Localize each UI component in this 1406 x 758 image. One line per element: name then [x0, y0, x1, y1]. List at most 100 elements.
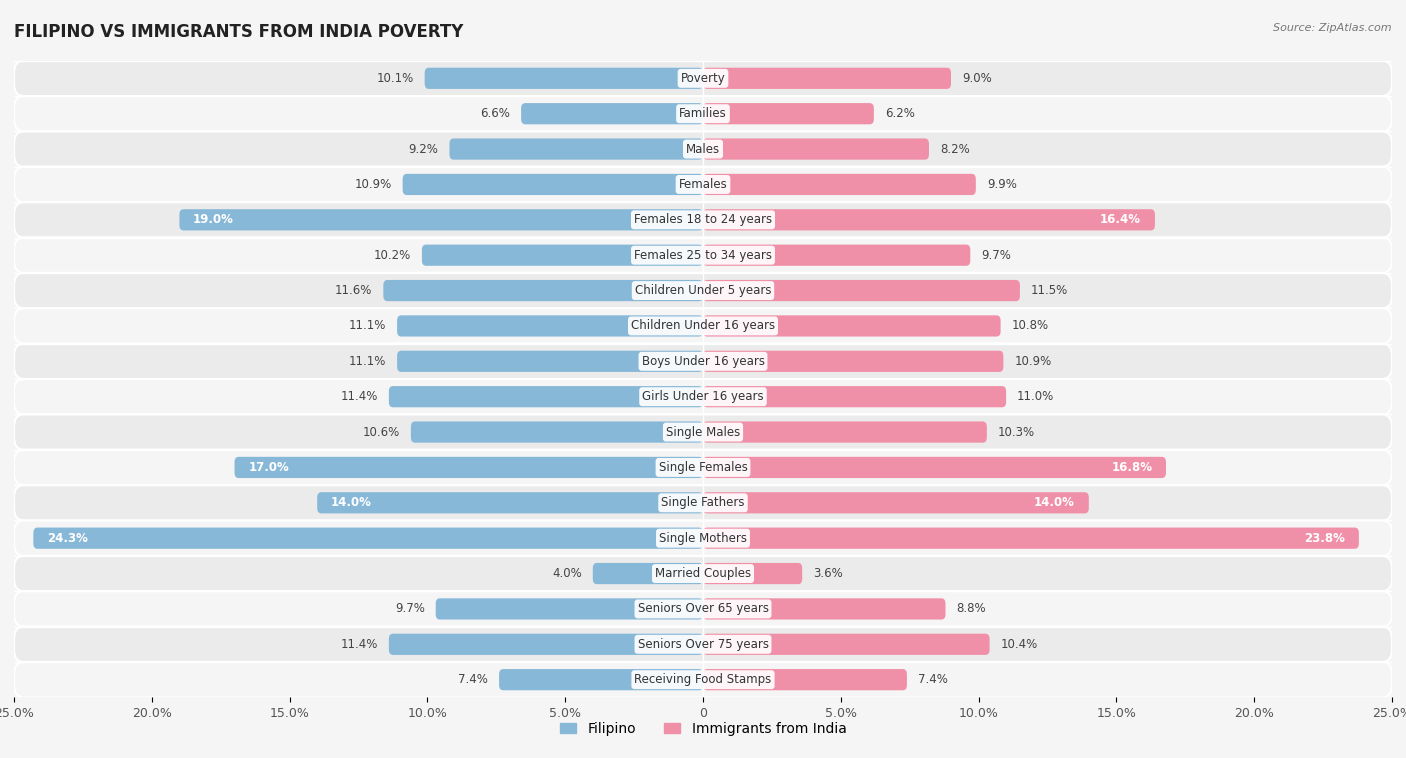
FancyBboxPatch shape	[14, 131, 1392, 167]
FancyBboxPatch shape	[14, 415, 1392, 449]
Text: 6.2%: 6.2%	[884, 107, 915, 121]
Text: 3.6%: 3.6%	[813, 567, 844, 580]
FancyBboxPatch shape	[703, 528, 1358, 549]
Text: 9.7%: 9.7%	[395, 603, 425, 615]
FancyBboxPatch shape	[14, 202, 1392, 237]
FancyBboxPatch shape	[522, 103, 703, 124]
FancyBboxPatch shape	[14, 309, 1392, 343]
Text: 11.1%: 11.1%	[349, 355, 387, 368]
FancyBboxPatch shape	[396, 315, 703, 337]
Text: 11.5%: 11.5%	[1031, 284, 1069, 297]
FancyBboxPatch shape	[703, 634, 990, 655]
FancyBboxPatch shape	[703, 598, 945, 619]
FancyBboxPatch shape	[14, 96, 1392, 131]
Text: 10.9%: 10.9%	[1014, 355, 1052, 368]
Text: Girls Under 16 years: Girls Under 16 years	[643, 390, 763, 403]
Text: 17.0%: 17.0%	[249, 461, 290, 474]
FancyBboxPatch shape	[34, 528, 703, 549]
Text: Families: Families	[679, 107, 727, 121]
Text: 9.2%: 9.2%	[409, 143, 439, 155]
Text: 24.3%: 24.3%	[48, 531, 89, 545]
FancyBboxPatch shape	[318, 492, 703, 513]
Text: Single Fathers: Single Fathers	[661, 496, 745, 509]
FancyBboxPatch shape	[14, 61, 1392, 96]
Text: 11.4%: 11.4%	[340, 390, 378, 403]
FancyBboxPatch shape	[425, 67, 703, 89]
Text: 10.1%: 10.1%	[377, 72, 413, 85]
FancyBboxPatch shape	[180, 209, 703, 230]
Text: 19.0%: 19.0%	[193, 213, 233, 227]
Text: 23.8%: 23.8%	[1305, 531, 1346, 545]
FancyBboxPatch shape	[14, 379, 1392, 415]
FancyBboxPatch shape	[703, 492, 1088, 513]
Text: Receiving Food Stamps: Receiving Food Stamps	[634, 673, 772, 686]
Text: 11.0%: 11.0%	[1017, 390, 1054, 403]
FancyBboxPatch shape	[14, 627, 1392, 662]
Text: 10.4%: 10.4%	[1001, 637, 1038, 651]
FancyBboxPatch shape	[703, 563, 803, 584]
Text: 4.0%: 4.0%	[553, 567, 582, 580]
FancyBboxPatch shape	[411, 421, 703, 443]
FancyBboxPatch shape	[389, 386, 703, 407]
FancyBboxPatch shape	[14, 591, 1392, 627]
FancyBboxPatch shape	[14, 237, 1392, 273]
Text: 14.0%: 14.0%	[1035, 496, 1076, 509]
Text: 10.9%: 10.9%	[354, 178, 392, 191]
FancyBboxPatch shape	[499, 669, 703, 691]
Text: FILIPINO VS IMMIGRANTS FROM INDIA POVERTY: FILIPINO VS IMMIGRANTS FROM INDIA POVERT…	[14, 23, 464, 41]
FancyBboxPatch shape	[14, 167, 1392, 202]
Text: 14.0%: 14.0%	[330, 496, 371, 509]
FancyBboxPatch shape	[436, 598, 703, 619]
Text: 11.4%: 11.4%	[340, 637, 378, 651]
Text: Source: ZipAtlas.com: Source: ZipAtlas.com	[1274, 23, 1392, 33]
FancyBboxPatch shape	[235, 457, 703, 478]
Text: Seniors Over 75 years: Seniors Over 75 years	[637, 637, 769, 651]
Text: 8.2%: 8.2%	[941, 143, 970, 155]
FancyBboxPatch shape	[703, 174, 976, 195]
FancyBboxPatch shape	[14, 521, 1392, 556]
Text: Single Females: Single Females	[658, 461, 748, 474]
FancyBboxPatch shape	[450, 139, 703, 160]
Text: 9.0%: 9.0%	[962, 72, 991, 85]
FancyBboxPatch shape	[14, 485, 1392, 521]
FancyBboxPatch shape	[389, 634, 703, 655]
FancyBboxPatch shape	[703, 209, 1154, 230]
Text: Single Mothers: Single Mothers	[659, 531, 747, 545]
FancyBboxPatch shape	[703, 245, 970, 266]
FancyBboxPatch shape	[14, 556, 1392, 591]
FancyBboxPatch shape	[402, 174, 703, 195]
Text: 10.6%: 10.6%	[363, 425, 399, 439]
FancyBboxPatch shape	[14, 449, 1392, 485]
Text: 16.8%: 16.8%	[1111, 461, 1152, 474]
Text: 16.4%: 16.4%	[1099, 213, 1142, 227]
Text: 10.8%: 10.8%	[1012, 319, 1049, 333]
FancyBboxPatch shape	[703, 351, 1004, 372]
Text: Females 18 to 24 years: Females 18 to 24 years	[634, 213, 772, 227]
Text: Single Males: Single Males	[666, 425, 740, 439]
FancyBboxPatch shape	[14, 662, 1392, 697]
FancyBboxPatch shape	[703, 315, 1001, 337]
Text: Males: Males	[686, 143, 720, 155]
Text: 6.6%: 6.6%	[481, 107, 510, 121]
Text: Poverty: Poverty	[681, 72, 725, 85]
Text: 10.3%: 10.3%	[998, 425, 1035, 439]
FancyBboxPatch shape	[703, 386, 1007, 407]
FancyBboxPatch shape	[703, 67, 950, 89]
Text: Children Under 5 years: Children Under 5 years	[634, 284, 772, 297]
Text: 7.4%: 7.4%	[458, 673, 488, 686]
FancyBboxPatch shape	[703, 139, 929, 160]
Text: Females 25 to 34 years: Females 25 to 34 years	[634, 249, 772, 262]
FancyBboxPatch shape	[703, 669, 907, 691]
FancyBboxPatch shape	[384, 280, 703, 301]
FancyBboxPatch shape	[703, 457, 1166, 478]
Text: 8.8%: 8.8%	[956, 603, 986, 615]
Text: Married Couples: Married Couples	[655, 567, 751, 580]
Text: 7.4%: 7.4%	[918, 673, 948, 686]
FancyBboxPatch shape	[703, 421, 987, 443]
Text: Females: Females	[679, 178, 727, 191]
FancyBboxPatch shape	[593, 563, 703, 584]
FancyBboxPatch shape	[703, 103, 875, 124]
Text: 9.7%: 9.7%	[981, 249, 1011, 262]
Legend: Filipino, Immigrants from India: Filipino, Immigrants from India	[554, 716, 852, 741]
Text: Children Under 16 years: Children Under 16 years	[631, 319, 775, 333]
